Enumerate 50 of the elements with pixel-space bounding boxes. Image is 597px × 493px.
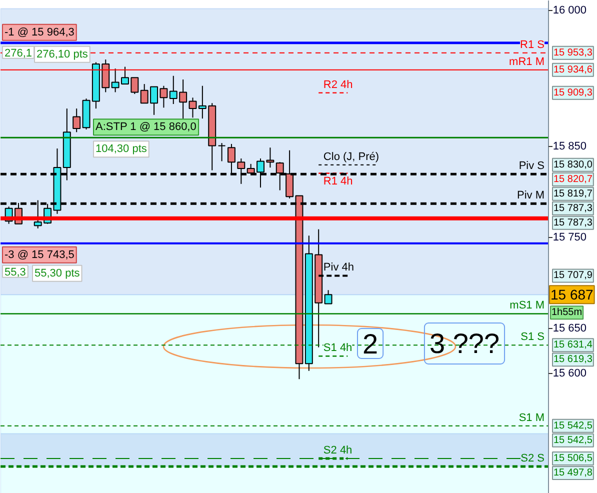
text: 15 909,3 [554,87,593,98]
ref-line-label: S2 S [520,452,545,464]
annotation: 276,10 pts [36,48,88,60]
annotation: 104,30 pts [96,143,148,156]
text: 15 687 [550,286,594,303]
candlestick [188,97,197,118]
annotation: 276,1 [4,47,32,60]
ref-line-label: Piv M [517,190,544,202]
series-label: S1 4h [323,342,352,354]
text: 15 787,3 [554,217,593,228]
y-tick-label: 15 750 [552,231,587,244]
text: 15 631,4 [554,340,593,351]
ref-line-label: mS1 M [510,300,545,312]
text: 15 707,9 [554,270,593,282]
series-label: R1 4h [323,175,353,188]
series-label: S2 4h [323,444,352,457]
candlestick [218,142,226,162]
series-label: Piv 4h [323,262,354,274]
ref-line-label: Piv S [518,160,545,172]
ref-line-label: mR1 M [509,56,545,68]
ref-line-label: S1 M [518,412,545,424]
text: 15 619,3 [554,354,593,366]
text: 15 830,0 [554,159,593,170]
y-tick-label: 15 600 [552,368,587,380]
annotation: 2 [362,328,378,360]
text: 15 819,7 [554,188,593,200]
y-tick-label: 16 000 [552,4,587,16]
text: 15 497,8 [554,468,593,479]
text: 15 820,7 [554,174,593,185]
candlestick [72,108,81,133]
text: 15 542,5 [554,434,593,446]
series-label: R2 4h [323,78,353,91]
text: 15 787,3 [554,202,593,214]
series-label: Clo (J, Pré) [323,150,380,163]
ref-line-label: R1 S [520,38,545,51]
ref-line-label: S1 S [520,331,545,344]
annotation: 55,3 [4,266,26,278]
y-tick-label: 15 650 [552,322,587,334]
annotation: -3 @ 15 743,5 [4,248,74,261]
candlestick [324,290,332,304]
text: 15 934,6 [554,64,593,76]
text: 15 506,5 [554,453,593,464]
text: 15 953,3 [554,47,593,58]
y-tick-label: 15 850 [552,140,587,153]
text: 15 542,5 [554,420,593,432]
text: 1h55m [552,307,582,318]
annotation: 55,30 pts [34,267,80,280]
annotation: A:STP 1 @ 15 860,0 [96,121,196,134]
annotation: -1 @ 15 964,3 [4,26,74,38]
annotation: 3 ??? [429,328,500,359]
